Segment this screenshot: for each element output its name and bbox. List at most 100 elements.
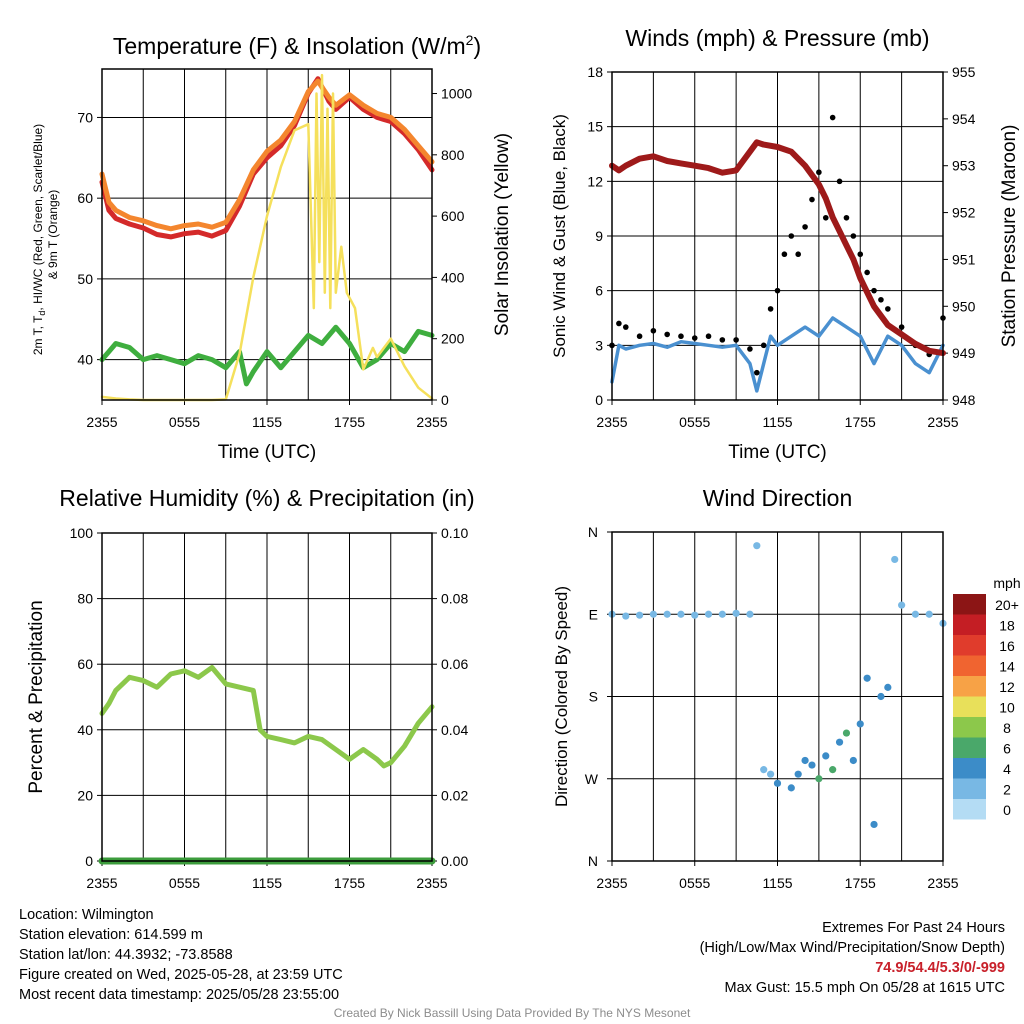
direction-point	[815, 775, 823, 783]
legend-swatch	[953, 635, 986, 656]
legend-label: 16	[999, 638, 1015, 654]
gust-point	[650, 327, 657, 334]
series-temp2m	[99, 76, 435, 240]
chart-panel-1: 40 50 60 70 0 200 400 600 800 1000 2355 0555 1155 175…	[31, 32, 513, 463]
direction-point	[704, 610, 713, 618]
direction-point	[829, 766, 837, 774]
y-axis-label: Sonic Wind & Gust (Blue, Black)	[550, 114, 569, 358]
direction-point	[773, 779, 782, 787]
recent-timestamp-text: Most recent data timestamp: 2025/05/28 2…	[19, 987, 340, 1003]
legend-label: 14	[999, 659, 1015, 675]
gust-point	[664, 331, 670, 338]
y-tick-label: 50	[77, 271, 93, 287]
x-tick-label: 1155	[762, 414, 792, 430]
x-tick-label: 2355	[596, 875, 627, 891]
y-tick-label: 15	[587, 119, 603, 135]
direction-point	[925, 610, 933, 618]
y2-tick-label: 0.00	[441, 853, 468, 869]
y2-tick-label: 0	[441, 392, 449, 408]
gust-point	[809, 196, 815, 203]
x-axis-label: Time (UTC)	[728, 442, 827, 463]
x-tick-label: 2355	[416, 875, 447, 891]
extremes-title: Extremes For Past 24 Hours	[822, 920, 1005, 936]
gust-point	[878, 296, 884, 303]
y-tick-label: 80	[77, 591, 93, 607]
y-axis-label: 2m T, Td, HI/WC (Red, Green, Scarlet/Blu…	[31, 124, 47, 355]
legend-swatch	[953, 778, 986, 799]
y-axis-label-rest: , HI/WC (Red, Green, Scarlet/Blue)	[31, 124, 45, 311]
gust-point	[754, 369, 760, 376]
extremes-subtitle: (High/Low/Max Wind/Precipitation/Snow De…	[699, 940, 1005, 956]
y-tick-label: 40	[77, 352, 93, 368]
direction-point	[835, 738, 844, 746]
legend-swatch	[953, 594, 986, 615]
y-axis-label-subscript: d	[37, 311, 47, 316]
y2-tick-label: 1000	[441, 86, 472, 102]
direction-point	[691, 611, 699, 619]
direction-point	[808, 761, 816, 769]
legend-swatch	[953, 799, 986, 820]
legend-label: 8	[1003, 720, 1011, 736]
y2-tick-label: 948	[952, 392, 976, 408]
y2-axis-label: Solar Insolation (Yellow)	[492, 133, 513, 336]
gust-point	[616, 320, 622, 327]
direction-point	[622, 612, 630, 620]
extremes-info: Extremes For Past 24 Hours (High/Low/Max…	[700, 918, 1005, 998]
y-tick-label: 60	[77, 656, 93, 672]
direction-point	[842, 729, 851, 737]
y-tick-label: N	[588, 853, 598, 869]
y2-tick-label: 953	[952, 158, 976, 174]
y2-tick-label: 0.04	[441, 722, 468, 738]
y2-tick-label: 0.08	[441, 591, 468, 607]
direction-point	[787, 784, 795, 792]
gust-point	[850, 233, 857, 239]
gust-point	[774, 287, 781, 294]
gust-point	[636, 333, 643, 340]
series-rh	[99, 665, 435, 769]
direction-point	[794, 770, 802, 778]
y-tick-label: 0	[85, 853, 93, 869]
legend-swatch	[953, 696, 986, 717]
plot-border	[611, 71, 944, 401]
direction-point	[663, 610, 671, 618]
chart-panel-3: 0 20 40 60 80 100 0.00 0.02 0.04 0.06 0.08 0.10 2355…	[26, 485, 475, 891]
direction-point	[718, 610, 726, 618]
direction-point	[849, 756, 857, 765]
x-tick-label: 1155	[252, 875, 282, 891]
gust-point	[816, 169, 822, 176]
y-tick-label: 100	[70, 525, 94, 541]
plot-border	[101, 532, 433, 862]
gust-point	[836, 178, 843, 185]
y-tick-label: 6	[595, 283, 603, 299]
direction-point	[877, 692, 885, 701]
gust-point	[871, 287, 877, 294]
latlon-text: Station lat/lon: 44.3932; -73.8588	[19, 947, 233, 963]
direction-point	[856, 720, 864, 728]
legend-swatch	[953, 737, 986, 758]
y-tick-label: 9	[595, 228, 603, 244]
gust-point	[795, 251, 801, 258]
x-axis-label: Time (UTC)	[218, 442, 317, 463]
legend-swatch	[953, 758, 986, 779]
y-axis-label-line2: & 9m T (Orange)	[46, 190, 60, 280]
y2-tick-label: 0.02	[441, 787, 468, 803]
series-dewpoint	[99, 324, 435, 387]
y-axis-label: Percent & Precipitation	[26, 600, 47, 793]
y-tick-label: S	[589, 689, 598, 705]
series-pressure	[609, 139, 946, 357]
legend-swatch	[953, 614, 986, 635]
y-tick-label: 20	[77, 787, 93, 803]
y-axis-label: Direction (Colored By Speed)	[552, 586, 571, 807]
gust-point	[843, 214, 850, 221]
x-tick-label: 2355	[86, 875, 117, 891]
x-tick-label: 1755	[845, 414, 876, 430]
direction-point	[649, 610, 657, 618]
x-tick-label: 1755	[845, 875, 876, 891]
chart-title: Temperature (F) & Insolation (W/m2)	[113, 32, 481, 59]
y-tick-label: E	[589, 606, 598, 622]
y2-axis-label: Station Pressure (Maroon)	[999, 125, 1020, 348]
location-text: Location: Wilmington	[19, 907, 154, 923]
direction-point	[822, 752, 830, 760]
gust-point	[781, 251, 788, 258]
